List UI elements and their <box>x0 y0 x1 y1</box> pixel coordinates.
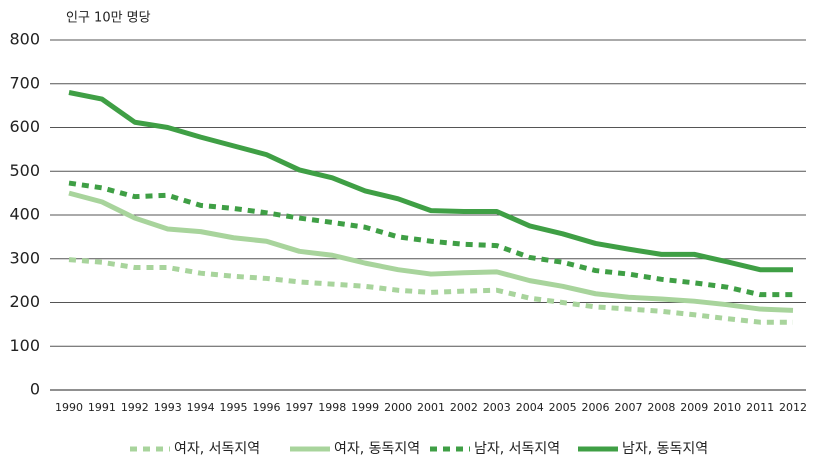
x-tick-label: 1993 <box>154 401 182 414</box>
y-tick-label: 300 <box>9 248 40 267</box>
series-line <box>68 257 793 325</box>
x-tick-label: 2009 <box>680 401 708 414</box>
x-tick-label: 1991 <box>88 401 116 414</box>
y-tick-label: 700 <box>9 73 40 92</box>
x-tick-label: 1997 <box>285 401 313 414</box>
x-tick-label: 2001 <box>417 401 445 414</box>
x-tick-label: 1994 <box>187 401 215 414</box>
x-tick-label: 2000 <box>384 401 412 414</box>
y-tick-label: 100 <box>9 336 40 355</box>
x-tick-label: 2002 <box>450 401 478 414</box>
series-line <box>68 190 794 313</box>
series-line <box>68 90 793 273</box>
x-tick-label: 2010 <box>713 401 741 414</box>
x-tick-label: 2004 <box>516 401 544 414</box>
x-tick-label: 1999 <box>351 401 379 414</box>
y-tick-label: 800 <box>9 30 40 49</box>
x-tick-label: 2011 <box>746 401 774 414</box>
legend-label: 여자, 동독지역 <box>334 441 420 457</box>
x-tick-label: 2006 <box>582 401 610 414</box>
legend-label: 여자, 서독지역 <box>174 441 260 457</box>
y-tick-label: 600 <box>9 117 40 136</box>
x-tick-label: 1992 <box>121 401 149 414</box>
x-tick-label: 1990 <box>55 401 83 414</box>
legend-label: 남자, 서독지역 <box>474 441 560 457</box>
x-tick-label: 2005 <box>549 401 577 414</box>
x-tick-label: 1996 <box>252 401 280 414</box>
y-axis-label: 인구 10만 명당 <box>66 11 151 26</box>
y-tick-label: 500 <box>9 161 40 180</box>
y-tick-label: 0 <box>30 380 40 399</box>
x-tick-label: 2007 <box>614 401 642 414</box>
y-tick-label: 400 <box>9 205 40 224</box>
x-tick-label: 2008 <box>647 401 675 414</box>
series-line <box>68 180 793 298</box>
legend-label: 남자, 동독지역 <box>622 441 708 457</box>
y-tick-label: 200 <box>9 292 40 311</box>
x-tick-label: 1995 <box>220 401 248 414</box>
x-tick-label: 2012 <box>779 401 807 414</box>
x-tick-label: 1998 <box>318 401 346 414</box>
x-tick-label: 2003 <box>483 401 511 414</box>
